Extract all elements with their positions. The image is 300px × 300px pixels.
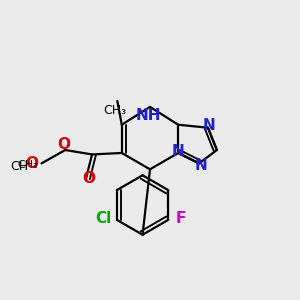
- Text: O: O: [82, 171, 96, 186]
- Text: N: N: [194, 158, 207, 173]
- Text: N: N: [172, 144, 184, 159]
- Text: O: O: [57, 137, 70, 152]
- Text: F: F: [176, 211, 186, 226]
- Text: CH: CH: [10, 160, 28, 173]
- Text: Cl: Cl: [95, 211, 112, 226]
- Text: O: O: [26, 156, 38, 171]
- Text: NH: NH: [136, 108, 161, 123]
- Text: N: N: [203, 118, 216, 133]
- Text: CH₃: CH₃: [18, 160, 38, 170]
- Text: CH₃: CH₃: [103, 104, 126, 117]
